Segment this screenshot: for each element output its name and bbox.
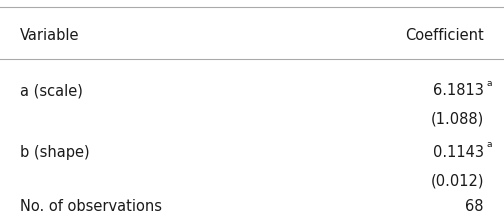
Text: a (scale): a (scale) bbox=[20, 83, 83, 98]
Text: a: a bbox=[486, 79, 492, 88]
Text: Coefficient: Coefficient bbox=[405, 28, 484, 42]
Text: (1.088): (1.088) bbox=[430, 112, 484, 127]
Text: b (shape): b (shape) bbox=[20, 145, 90, 160]
Text: 0.1143: 0.1143 bbox=[433, 145, 484, 160]
Text: No. of observations: No. of observations bbox=[20, 200, 162, 214]
Text: Variable: Variable bbox=[20, 28, 80, 42]
Text: 6.1813: 6.1813 bbox=[433, 83, 484, 98]
Text: 68: 68 bbox=[465, 200, 484, 214]
Text: a: a bbox=[486, 140, 492, 149]
Text: (0.012): (0.012) bbox=[430, 173, 484, 188]
